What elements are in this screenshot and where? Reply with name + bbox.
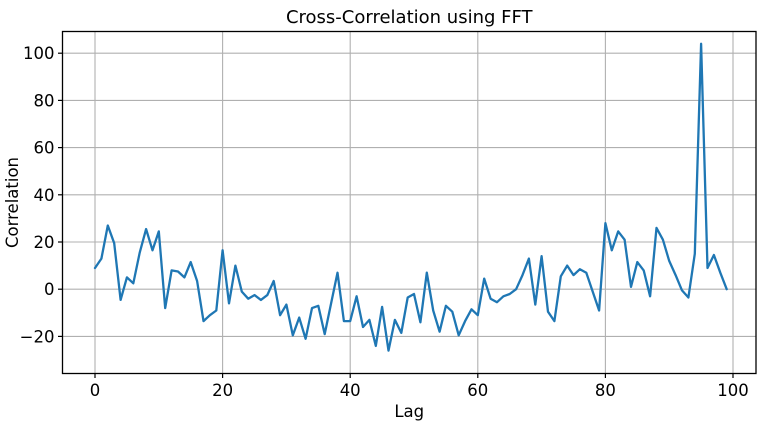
x-tick-label: 100 [717,381,749,400]
tick-layer [58,52,734,378]
x-tick-label: 0 [90,381,101,400]
grid-layer [62,31,756,374]
y-tick-label: 80 [34,91,55,110]
y-tick-label: 60 [34,139,55,158]
y-tick-label: 100 [23,44,55,63]
y-tick-label: −20 [20,327,55,346]
chart-title: Cross-Correlation using FFT [286,7,534,28]
tick-label-layer: 0 20 40 60 80 100 −20 0 20 40 60 80 100 [20,44,749,400]
plot-border [61,30,757,375]
y-tick-label: 20 [34,233,55,252]
data-layer [93,42,728,352]
x-axis-label: Lag [394,402,424,421]
y-tick-label: 40 [34,186,55,205]
x-tick-label: 80 [595,381,616,400]
y-axis-label: Correlation [3,157,22,248]
y-tick-label: 0 [44,280,55,299]
x-tick-label: 40 [340,381,361,400]
x-tick-label: 20 [212,381,233,400]
x-tick-label: 60 [467,381,488,400]
data-line-cross-correlation [93,42,728,352]
